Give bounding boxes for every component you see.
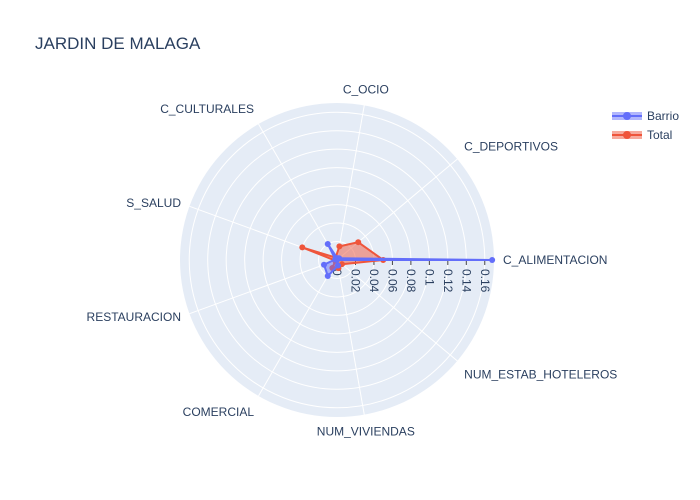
data-point-barrio (489, 257, 496, 263)
axis-label: C_CULTURALES (160, 102, 254, 116)
radial-tick-label: 0.16 (478, 269, 492, 293)
grid-spoke (258, 123, 338, 261)
grid-spoke (336, 259, 365, 415)
data-point-total (299, 244, 306, 251)
legend-label-total: Total (647, 127, 673, 142)
legend-label-barrio: Barrio (647, 108, 680, 123)
grid-spoke (189, 259, 338, 315)
radial-tick-label: 0.1 (422, 269, 436, 286)
axis-label: C_OCIO (343, 83, 389, 97)
radial-tick-label: 0 (330, 269, 344, 276)
data-point-total (355, 239, 362, 246)
data-point-barrio (324, 272, 331, 279)
data-point-barrio (320, 261, 327, 268)
axis-label: NUM_VIVIENDAS (317, 424, 415, 438)
data-point-barrio (334, 257, 340, 263)
legend-swatch-barrio (610, 109, 644, 123)
radial-tick-label: 0.02 (348, 269, 362, 293)
radial-tick-label: 0.04 (367, 269, 381, 293)
grid-spoke (258, 259, 338, 397)
grid-spoke (336, 105, 365, 261)
axis-label: RESTAURACION (87, 310, 181, 324)
axis-label: NUM_ESTAB_HOTELEROS (464, 368, 617, 382)
axis-label: COMERCIAL (183, 405, 255, 419)
data-point-barrio (334, 262, 341, 269)
data-point-barrio (324, 241, 331, 248)
grid-spoke (336, 259, 458, 362)
chart-title: JARDIN DE MALAGA (35, 34, 201, 53)
legend-item-total[interactable]: Total (610, 125, 679, 144)
radial-tick-label: 0.06 (385, 269, 399, 293)
legend-swatch-total (610, 128, 644, 142)
data-point-total (336, 243, 343, 250)
radial-tick-label: 0.12 (441, 269, 455, 293)
axis-label: C_DEPORTIVOS (464, 139, 558, 153)
legend[interactable]: Barrio Total (610, 106, 679, 144)
legend-item-barrio[interactable]: Barrio (610, 106, 679, 125)
radial-tick-label: 0.14 (459, 269, 473, 293)
axis-label: S_SALUD (126, 196, 181, 210)
radial-tick-label: 0.08 (404, 269, 418, 293)
axis-label: C_ALIMENTACION (503, 253, 607, 267)
